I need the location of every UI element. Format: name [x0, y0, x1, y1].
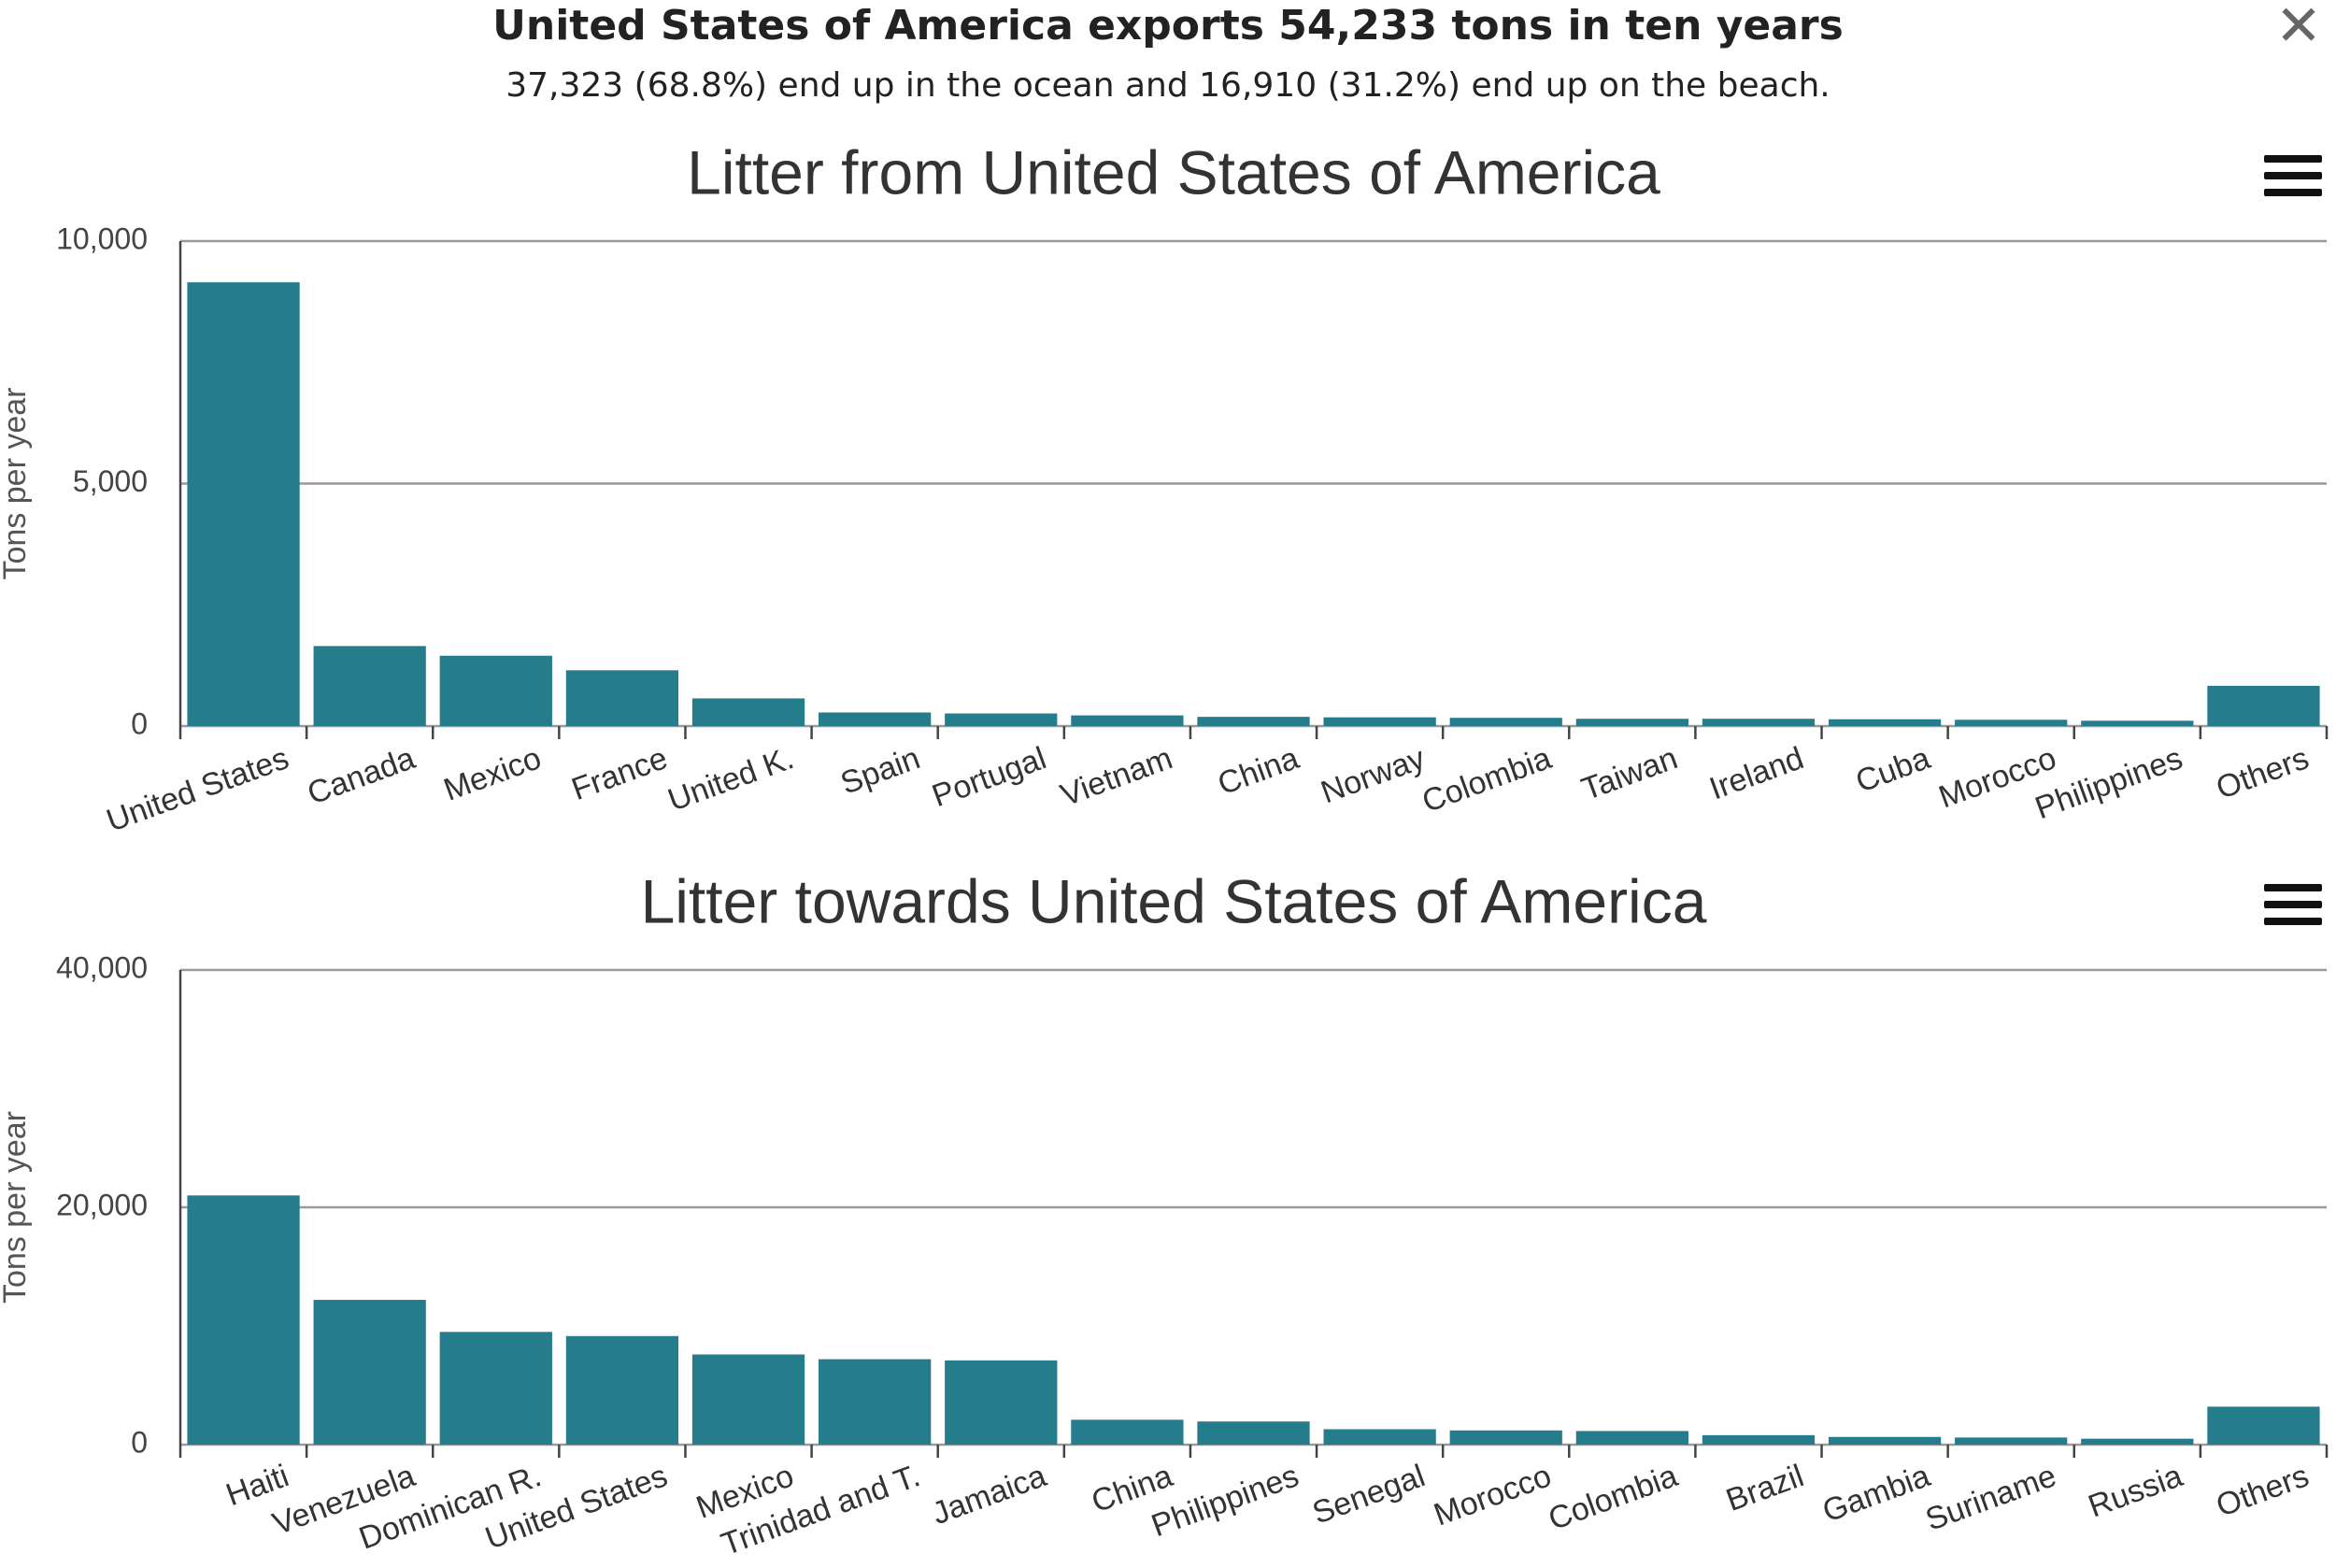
x-tick-label: Others [2212, 740, 2314, 806]
x-tick-label: Canada [303, 740, 420, 811]
x-tick-label: China [1213, 740, 1303, 802]
bar-cuba [1828, 719, 1942, 726]
y-tick-label: 40,000 [56, 950, 148, 984]
close-icon[interactable]: ✕ [2274, 0, 2323, 59]
bar-dominican-r [439, 1332, 552, 1445]
bar-china [1071, 1419, 1184, 1445]
x-tick-label: Vietnam [1056, 740, 1177, 813]
x-tick-label: Others [2212, 1458, 2314, 1524]
x-tick-label: Mexico [439, 740, 546, 808]
x-tick-label: Senegal [1308, 1458, 1430, 1531]
bar-colombia [1575, 1431, 1688, 1445]
hamburger-menu-icon[interactable] [2264, 155, 2322, 196]
bar-spain [819, 712, 932, 726]
y-tick-label: 10,000 [56, 221, 148, 255]
bar-venezuela [313, 1300, 426, 1445]
page-subtitle: 37,323 (68.8%) end up in the ocean and 1… [506, 66, 1830, 105]
bar-russia [2081, 1438, 2194, 1445]
bar-ireland [1702, 719, 1816, 726]
bar-brazil [1702, 1434, 1816, 1445]
bar-senegal [1323, 1429, 1436, 1445]
bar-others [2207, 685, 2320, 726]
bar-canada [313, 646, 426, 726]
y-tick-label: 0 [131, 1425, 148, 1459]
y-tick-label: 0 [131, 706, 148, 740]
x-tick-label: Spain [836, 740, 925, 801]
x-tick-label: Colombia [1544, 1458, 1682, 1537]
x-tick-label: Suriname [1921, 1458, 2061, 1537]
bar-china [1197, 717, 1310, 726]
x-tick-label: Norway [1317, 740, 1430, 810]
bar-haiti [187, 1195, 300, 1445]
x-tick-label: Russia [2084, 1458, 2187, 1524]
x-tick-label: United K. [663, 740, 798, 819]
x-tick-label: Brazil [1721, 1458, 1808, 1518]
bar-norway [1323, 717, 1436, 726]
bar-united-states [565, 1335, 679, 1445]
bar-suriname [1955, 1437, 2068, 1445]
page-title: United States of America exports 54,233 … [492, 2, 1844, 50]
chart-title: Litter from United States of America [687, 137, 1660, 207]
x-tick-label: Philippines [1147, 1458, 1303, 1544]
bar-morocco [1955, 720, 2068, 726]
x-tick-label: France [567, 740, 672, 807]
y-axis-label: Tons per year [0, 1111, 33, 1304]
y-tick-label: 20,000 [56, 1188, 148, 1221]
bar-mexico [439, 655, 552, 726]
bar-united-states [187, 282, 300, 726]
bar-portugal [945, 713, 1058, 726]
y-tick-label: 5,000 [73, 464, 148, 498]
bar-jamaica [945, 1360, 1058, 1445]
bar-france [565, 670, 679, 726]
bar-morocco [1449, 1430, 1562, 1445]
x-tick-label: Jamaica [928, 1458, 1051, 1532]
bar-mexico [691, 1354, 805, 1445]
x-tick-label: Morocco [1430, 1458, 1557, 1532]
hamburger-menu-icon[interactable] [2264, 884, 2322, 925]
x-tick-label: Gambia [1818, 1458, 1935, 1529]
bar-colombia [1449, 718, 1562, 726]
y-axis-label: Tons per year [0, 388, 33, 580]
bar-vietnam [1071, 715, 1184, 726]
chart-litter-towards: Litter towards United States of America 0… [0, 866, 2329, 1562]
bar-philippines [1197, 1421, 1310, 1445]
bar-taiwan [1575, 719, 1688, 726]
bar-others [2207, 1406, 2320, 1445]
x-tick-label: Cuba [1851, 740, 1934, 800]
x-tick-label: Ireland [1705, 740, 1809, 806]
x-tick-label: Philippines [2030, 740, 2187, 826]
bar-united-k [691, 698, 805, 726]
x-tick-label: Taiwan [1577, 740, 1682, 807]
bar-trinidad-and-t [819, 1359, 932, 1445]
bar-philippines [2081, 720, 2194, 726]
x-tick-label: Portugal [928, 740, 1051, 814]
chart-litter-from: Litter from United States of America 0 5,0… [0, 137, 2329, 839]
x-tick-label: Colombia [1417, 740, 1556, 820]
x-tick-label: United States [102, 740, 293, 839]
chart-title: Litter towards United States of America [641, 866, 1707, 935]
bar-gambia [1828, 1436, 1942, 1445]
